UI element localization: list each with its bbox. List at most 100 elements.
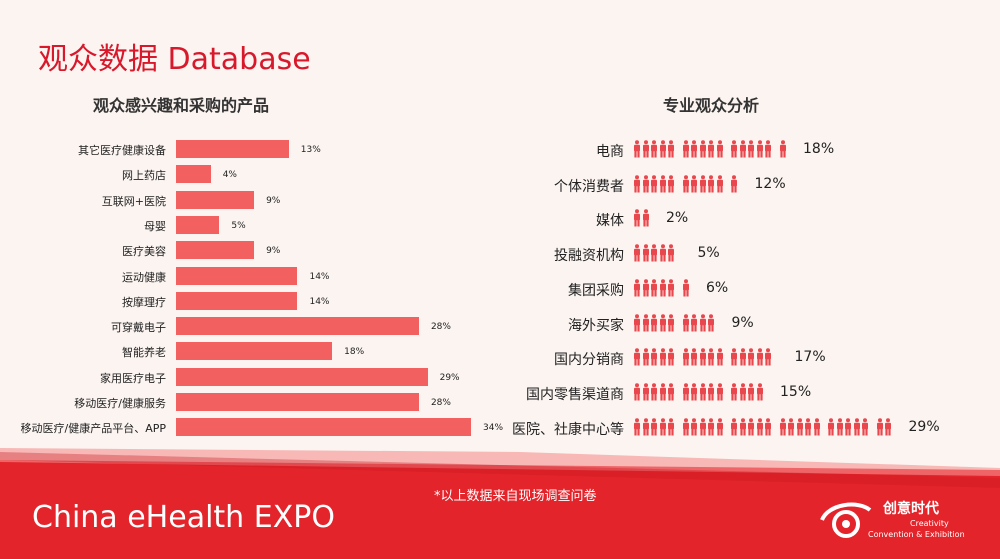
person-icon: [699, 348, 706, 366]
person-icon: [691, 174, 697, 193]
bar-category-label: 网上药店: [122, 169, 166, 183]
person-icon: [699, 174, 706, 193]
person-icon: [756, 140, 763, 158]
person-icon: [634, 383, 640, 401]
bar-value-label: 34%: [483, 423, 504, 434]
pictograph-value-label: 15%: [780, 383, 812, 400]
person-icon: [642, 278, 649, 297]
bar-value-label: 18%: [344, 347, 365, 358]
pictograph-category-label: 海外买家: [568, 317, 624, 334]
person-icon: [731, 417, 737, 436]
person-icon: [651, 313, 657, 331]
pictograph-category-label: 投融资机构: [554, 248, 624, 265]
person-icon: [668, 383, 674, 401]
bar-value-label: 14%: [309, 271, 330, 282]
person-icon: [765, 348, 771, 366]
person-icon: [748, 348, 754, 366]
person-icon: [668, 174, 674, 193]
pictograph-title: 专业观众分析: [663, 96, 760, 115]
bar-category-label: 医疗美容: [122, 245, 166, 259]
bar-category-label: 运动健康: [122, 270, 166, 284]
person-icon: [659, 278, 666, 297]
bar-value-label: 14%: [309, 296, 330, 307]
source-note: *以上数据来自现场调查问卷: [434, 489, 597, 504]
footer-band: [0, 448, 1000, 559]
person-icon: [739, 348, 746, 366]
corner-logo-cn: 创意时代: [883, 501, 939, 517]
bar-chart-title: 观众感兴趣和采购的产品: [93, 96, 270, 115]
person-icon: [862, 417, 868, 436]
person-icon: [659, 383, 666, 401]
person-icon: [642, 417, 649, 436]
person-icon: [731, 174, 737, 193]
bar-category-label: 可穿戴电子: [111, 321, 166, 335]
person-icon: [756, 348, 763, 366]
person-icon: [708, 174, 714, 193]
person-icon: [651, 278, 657, 297]
person-icon: [748, 140, 754, 158]
pictograph-value-label: 29%: [908, 418, 940, 435]
person-icon: [634, 313, 640, 331]
person-icon: [651, 174, 657, 193]
pictograph-value-label: 2%: [666, 210, 689, 227]
person-icon: [642, 140, 649, 158]
person-icon: [876, 417, 883, 436]
person-icon: [788, 417, 794, 436]
person-icon: [691, 313, 697, 331]
person-icon: [642, 174, 649, 193]
person-icon: [651, 348, 657, 366]
person-icon: [699, 417, 706, 436]
person-icon: [691, 348, 697, 366]
person-icon: [634, 417, 640, 436]
bar-category-label: 家用医疗电子: [100, 371, 166, 385]
person-icon: [716, 383, 723, 401]
bar-value-label: 13%: [300, 145, 321, 155]
person-icon: [682, 313, 689, 331]
person-icon: [756, 417, 763, 436]
person-icon: [765, 417, 771, 436]
person-icon: [691, 140, 697, 158]
bar-value-label: 9%: [266, 246, 281, 257]
bar: [176, 317, 419, 336]
bar-category-label: 母婴: [144, 219, 166, 233]
person-icon: [805, 417, 811, 436]
person-icon: [659, 140, 666, 158]
person-icon: [716, 417, 723, 436]
person-icon: [716, 174, 723, 193]
person-icon: [682, 417, 689, 436]
person-icon: [634, 140, 640, 158]
person-icon: [756, 383, 763, 401]
pictograph-value-label: 5%: [697, 245, 720, 262]
person-icon: [668, 140, 674, 158]
bar-value-label: 28%: [430, 398, 451, 408]
person-icon: [708, 140, 714, 158]
person-icon: [828, 417, 834, 436]
person-icon: [651, 417, 657, 436]
person-icon: [748, 383, 754, 401]
person-icon: [668, 244, 674, 262]
person-icon: [668, 417, 674, 436]
person-icon: [691, 383, 697, 401]
person-icon: [651, 140, 657, 158]
corner-logo-en2: Convention & Exhibition: [868, 530, 965, 539]
person-icon: [634, 244, 640, 262]
pictograph-category-label: 医院、社康中心等: [512, 421, 624, 438]
person-icon: [682, 140, 689, 158]
bar: [176, 342, 333, 361]
bar: [176, 241, 255, 260]
bar: [176, 291, 298, 310]
pictograph-value-label: 12%: [754, 175, 786, 192]
bar-category-label: 按摩理疗: [122, 295, 166, 309]
pictograph-value-label: 17%: [794, 349, 826, 366]
pictograph-category-label: 媒体: [596, 213, 624, 230]
bar: [176, 266, 298, 285]
person-icon: [659, 244, 666, 262]
person-icon: [845, 417, 851, 436]
pictograph-category-label: 国内零售渠道商: [526, 386, 624, 403]
person-icon: [651, 244, 657, 262]
person-icon: [699, 383, 706, 401]
person-icon: [642, 313, 649, 331]
bar-category-label: 移动医疗/健康服务: [74, 397, 166, 410]
person-icon: [651, 383, 657, 401]
person-icon: [668, 278, 674, 297]
